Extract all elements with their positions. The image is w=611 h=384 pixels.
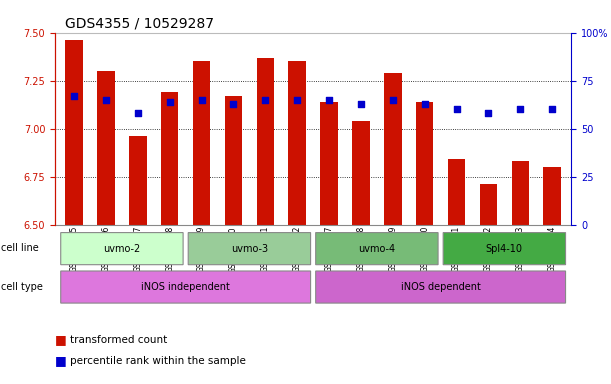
- Text: Spl4-10: Spl4-10: [486, 243, 523, 254]
- Bar: [257, 58, 274, 225]
- Bar: [480, 184, 497, 225]
- Text: percentile rank within the sample: percentile rank within the sample: [70, 356, 246, 366]
- Point: [165, 99, 175, 105]
- Bar: [97, 71, 115, 225]
- Bar: [352, 121, 370, 225]
- FancyBboxPatch shape: [188, 233, 310, 265]
- Point: [388, 97, 398, 103]
- Text: ■: ■: [55, 354, 67, 367]
- Bar: [193, 61, 210, 225]
- Bar: [416, 102, 433, 225]
- Point: [101, 97, 111, 103]
- Point: [420, 101, 430, 107]
- Text: cell line: cell line: [1, 243, 39, 253]
- Bar: [129, 136, 147, 225]
- Point: [229, 101, 238, 107]
- FancyBboxPatch shape: [443, 233, 566, 265]
- Text: uvmo-3: uvmo-3: [231, 243, 268, 254]
- Point: [260, 97, 270, 103]
- FancyBboxPatch shape: [316, 271, 566, 303]
- Text: cell type: cell type: [1, 282, 43, 292]
- Text: uvmo-4: uvmo-4: [358, 243, 395, 254]
- Text: transformed count: transformed count: [70, 335, 167, 345]
- Bar: [384, 73, 401, 225]
- Point: [292, 97, 302, 103]
- Bar: [320, 102, 338, 225]
- Point: [324, 97, 334, 103]
- Text: uvmo-2: uvmo-2: [103, 243, 141, 254]
- Point: [197, 97, 207, 103]
- Bar: [511, 161, 529, 225]
- Bar: [543, 167, 561, 225]
- Point: [547, 106, 557, 113]
- Point: [516, 106, 525, 113]
- Text: iNOS dependent: iNOS dependent: [401, 282, 481, 292]
- Text: ■: ■: [55, 333, 67, 346]
- Point: [69, 93, 79, 99]
- FancyBboxPatch shape: [60, 233, 183, 265]
- Bar: [225, 96, 242, 225]
- Bar: [161, 92, 178, 225]
- FancyBboxPatch shape: [60, 271, 310, 303]
- Text: GDS4355 / 10529287: GDS4355 / 10529287: [65, 16, 214, 30]
- Point: [483, 110, 493, 116]
- FancyBboxPatch shape: [316, 233, 438, 265]
- Bar: [288, 61, 306, 225]
- Point: [133, 110, 143, 116]
- Point: [452, 106, 461, 113]
- Bar: [65, 40, 83, 225]
- Bar: [448, 159, 466, 225]
- Point: [356, 101, 366, 107]
- Text: iNOS independent: iNOS independent: [141, 282, 230, 292]
